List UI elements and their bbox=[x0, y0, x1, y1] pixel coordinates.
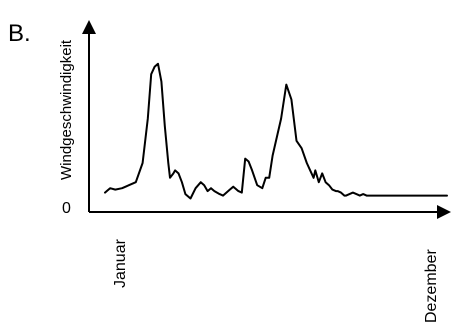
y-axis-arrowhead bbox=[82, 20, 96, 34]
x-tick-label-start: Januar bbox=[112, 239, 129, 288]
series-line bbox=[104, 62, 448, 200]
y-axis-label: Windgeschwindigkeit bbox=[58, 39, 75, 180]
x-axis-arrowhead bbox=[437, 205, 451, 219]
x-tick-label-end: Dezember bbox=[423, 249, 440, 323]
panel-label: B. bbox=[8, 20, 31, 47]
y-tick-label-zero: 0 bbox=[62, 200, 71, 217]
